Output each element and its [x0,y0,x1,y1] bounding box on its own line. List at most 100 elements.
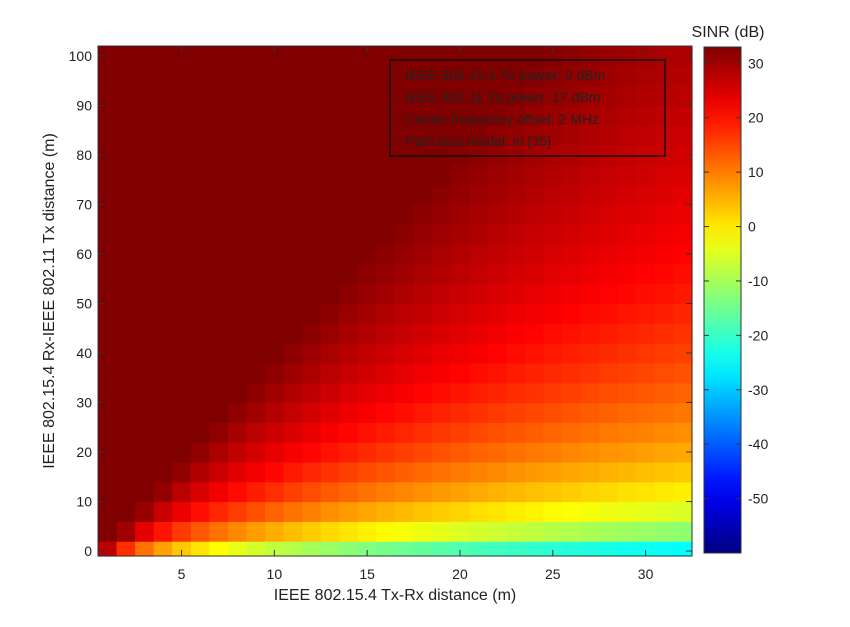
heatmap-cell [302,65,322,87]
heatmap-cell [357,164,378,186]
heatmap-cell [617,382,637,404]
heatmap-cell [357,224,378,245]
heatmap-cell [450,184,470,206]
heatmap-cell [339,303,359,324]
heatmap-cell [246,244,266,265]
heatmap-cell [320,65,340,87]
heatmap-cell [562,204,582,225]
heatmap-cell [636,481,656,503]
heatmap-cell [506,501,526,522]
heatmap-cell [413,224,433,245]
heatmap-cell [432,283,452,305]
heatmap-cell [469,303,489,324]
heatmap-cell [469,442,489,463]
heatmap-cell [376,461,396,483]
heatmap-cell [190,204,210,225]
heatmap-cell [376,541,396,557]
heatmap-cell [487,481,507,503]
heatmap-cell [172,481,192,503]
colorbar-tick-label: 0 [748,219,756,235]
heatmap-cell [413,125,433,146]
heatmap-cell [116,382,136,404]
heatmap-cell [617,244,637,265]
heatmap-cell [487,461,507,483]
heatmap-cell [320,283,340,305]
heatmap-cell [580,125,600,146]
heatmap-cell [450,164,470,186]
heatmap-cell [673,224,693,245]
heatmap-cell [227,244,248,265]
heatmap-cell [246,521,266,542]
heatmap-cell [580,382,600,404]
heatmap-cell [153,46,173,67]
heatmap-cell [265,184,285,206]
heatmap-cell [543,382,563,404]
heatmap-cell [190,85,210,107]
heatmap-cell [673,362,693,384]
heatmap-cell [265,303,285,324]
heatmap-cell [227,343,248,364]
heatmap-cell [580,362,600,384]
heatmap-cell [524,65,545,87]
heatmap-cell [506,283,526,305]
heatmap-cell [506,85,526,107]
heatmap-cell [562,382,582,404]
heatmap-cell [413,382,433,404]
heatmap-cell [506,461,526,483]
heatmap-cell [302,343,322,364]
heatmap-cell [543,501,563,522]
heatmap-cell [190,164,210,186]
heatmap-cell [562,402,582,423]
heatmap-cell [506,125,526,146]
heatmap-cell [395,184,415,206]
heatmap-cell [562,283,582,305]
heatmap-cell [580,343,600,364]
heatmap-cell [636,164,656,186]
heatmap-cell [153,184,173,206]
heatmap-cell [135,382,155,404]
heatmap-cell [450,46,470,67]
heatmap-cell [209,85,229,107]
heatmap-cell [172,442,192,463]
heatmap-cell [580,204,600,225]
heatmap-cell [265,481,285,503]
heatmap-cell [543,402,563,423]
heatmap-cell [357,481,378,503]
heatmap-cell [227,283,248,305]
heatmap-cell [636,283,656,305]
heatmap-cell [246,501,266,522]
heatmap-cell [320,422,340,443]
x-axis-label: IEEE 802.15.4 Tx-Rx distance (m) [274,587,516,604]
heatmap-cell [469,402,489,423]
colorbar-tick-label: -40 [748,436,768,452]
heatmap-cell [98,263,118,285]
heatmap-cell [172,65,192,87]
heatmap-cell [599,184,619,206]
heatmap-cell [116,303,136,324]
heatmap-cell [246,125,266,146]
heatmap-cell [617,442,637,463]
heatmap-cell [339,422,359,443]
heatmap-cell [357,362,378,384]
heatmap-cell [580,541,600,557]
heatmap-cell [302,46,322,67]
heatmap-cell [339,402,359,423]
heatmap-cell [116,501,136,522]
heatmap-cell [636,402,656,423]
heatmap-cell [562,145,582,166]
heatmap-cell [172,145,192,166]
heatmap-cell [450,244,470,265]
heatmap-cell [580,85,600,107]
heatmap-cell [98,105,118,126]
heatmap-cell [599,442,619,463]
heatmap-cell [524,501,545,522]
heatmap-cell [227,541,248,557]
heatmap-cell [116,362,136,384]
heatmap-cell [543,481,563,503]
heatmap-cell [654,164,675,186]
heatmap-cell [357,105,378,126]
heatmap-cell [209,303,229,324]
heatmap-cell [265,422,285,443]
heatmap-cell [524,46,545,67]
heatmap-cell [506,46,526,67]
